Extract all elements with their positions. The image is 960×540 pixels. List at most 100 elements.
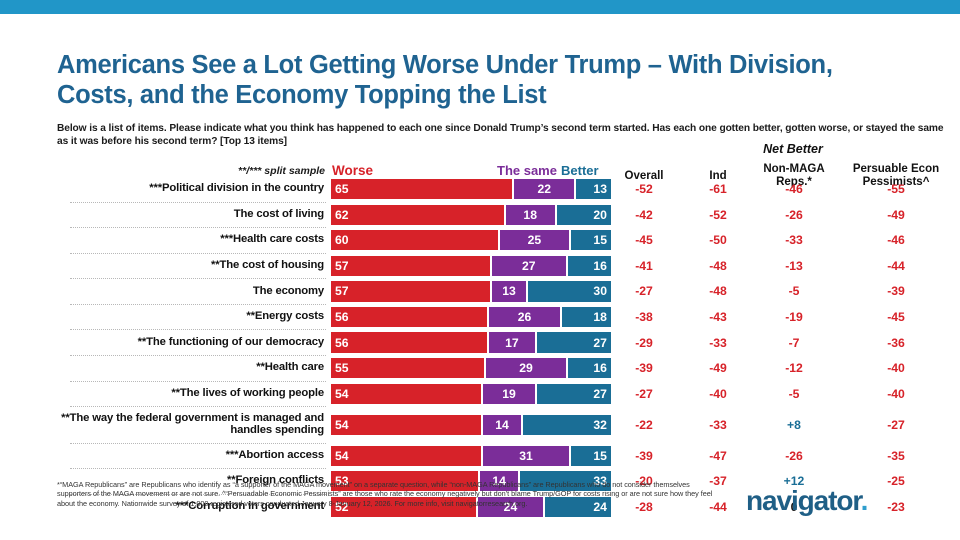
row-separator-dots xyxy=(70,227,326,229)
bar-segment-worse: 65 xyxy=(330,178,514,201)
legend-better: Better xyxy=(561,163,599,178)
bar-segment-better: 32 xyxy=(521,413,612,436)
stacked-bar: 57 27 16 xyxy=(330,254,612,277)
footnote: *“MAGA Republicans” are Republicans who … xyxy=(57,480,713,508)
bar-segment-same: 19 xyxy=(482,382,536,405)
net-better-value: -40 xyxy=(887,361,905,376)
table-row: The economy 57 13 30 -27 -48 -5 -39 xyxy=(0,278,960,303)
bar-segment-worse: 54 xyxy=(330,444,483,467)
row-separator-dots xyxy=(70,468,326,470)
bar-segment-better: 16 xyxy=(566,357,612,380)
column-header-ind: Ind xyxy=(690,170,746,183)
net-better-value: -23 xyxy=(887,499,905,514)
table-row: ***Health care costs 60 25 15 -45 -50 -33 -46 xyxy=(0,227,960,252)
net-better-value: -28 xyxy=(635,499,653,514)
net-better-value: -36 xyxy=(887,335,905,350)
net-better-value: -52 xyxy=(709,207,727,222)
bar-segment-better: 24 xyxy=(544,495,612,518)
net-better-value: -46 xyxy=(785,182,803,197)
net-better-value: +8 xyxy=(787,417,801,432)
row-label: **Energy costs xyxy=(246,310,324,323)
legend-worse: Worse xyxy=(332,163,374,178)
row-label: ***Political division in the country xyxy=(149,182,324,195)
net-better-value: -48 xyxy=(709,258,727,273)
row-label: **Health care xyxy=(256,361,324,374)
bar-segment-better: 20 xyxy=(555,203,612,226)
row-label: The economy xyxy=(252,284,324,297)
net-better-value: -41 xyxy=(635,258,653,273)
stacked-bar: 55 29 16 xyxy=(330,357,612,380)
net-better-value: -46 xyxy=(887,233,905,248)
net-better-value: -42 xyxy=(635,207,653,222)
stacked-bar: 56 26 18 xyxy=(330,305,612,329)
net-better-value: -40 xyxy=(887,386,905,401)
bar-segment-better: 27 xyxy=(535,382,612,405)
navigator-logo-dot: . xyxy=(860,485,869,516)
column-header-non-maga-reps-line-2: Reps.* xyxy=(776,175,812,188)
column-header-non-maga-reps-line-1: Non-MAGA xyxy=(763,163,825,175)
row-separator-dots xyxy=(70,278,326,280)
chart-rows: ***Political division in the country 65 22… xyxy=(0,178,960,521)
net-better-value: -35 xyxy=(887,448,905,463)
bar-segment-better: 30 xyxy=(527,280,612,303)
table-row: **Health care 55 29 16 -39 -49 -12 -40 xyxy=(0,355,960,380)
stacked-bar: 54 31 15 xyxy=(330,444,612,467)
bar-segment-worse: 60 xyxy=(330,229,500,252)
net-better-value: -7 xyxy=(788,335,800,350)
net-better-value: -49 xyxy=(887,207,905,222)
page-title-line-2: Costs, and the Economy Topping the List xyxy=(57,81,547,109)
row-label: The cost of living xyxy=(233,207,324,220)
bar-segment-worse: 54 xyxy=(330,413,483,436)
net-better-value: -27 xyxy=(887,417,905,432)
bar-segment-worse: 54 xyxy=(330,382,483,405)
bar-segment-worse: 57 xyxy=(330,254,491,277)
net-better-value: -33 xyxy=(785,233,803,248)
bar-segment-same: 31 xyxy=(482,444,570,467)
table-row: **The lives of working people 54 19 27 -27 -4… xyxy=(0,380,960,405)
net-better-value: -52 xyxy=(635,182,653,197)
net-better-value: -5 xyxy=(788,284,800,299)
net-better-value: -12 xyxy=(785,361,803,376)
net-better-value: -39 xyxy=(635,361,653,376)
net-better-value: -19 xyxy=(785,309,803,324)
net-better-value: -13 xyxy=(785,258,803,273)
column-header-overall: Overall xyxy=(608,170,680,183)
table-row: ***Political division in the country 65 22… xyxy=(0,178,960,201)
row-label: ***Corruption in government xyxy=(175,500,325,513)
stacked-bar: 65 22 13 xyxy=(330,178,612,201)
bar-segment-better: 27 xyxy=(535,331,612,354)
net-better-value: -26 xyxy=(785,207,803,222)
row-separator-dots xyxy=(70,406,326,408)
net-better-value: -37 xyxy=(709,474,727,489)
row-separator-dots xyxy=(70,329,326,331)
stacked-bar: 62 18 20 xyxy=(330,203,612,226)
net-better-value: -20 xyxy=(635,474,653,489)
column-header-overall-label: Overall xyxy=(624,170,664,182)
net-better-value: -33 xyxy=(709,335,727,350)
row-label: **The way the federal government is mana… xyxy=(61,412,324,436)
stacked-bar: 60 25 15 xyxy=(330,229,612,252)
column-header-persuable-econ-pessimists: Persuable Econ Pessimists^ xyxy=(842,163,950,188)
bar-segment-worse: 52 xyxy=(330,495,477,518)
net-better-value: -27 xyxy=(635,284,653,299)
net-better-value: -44 xyxy=(887,258,905,273)
table-row: **Energy costs 56 26 18 -38 -43 -19 -45 xyxy=(0,303,960,329)
net-better-value: -48 xyxy=(709,284,727,299)
table-row: **The way the federal government is mana… xyxy=(0,406,960,441)
column-header-non-maga-reps: Non-MAGA Reps.* xyxy=(748,163,840,188)
net-better-value: -44 xyxy=(709,499,727,514)
bar-segment-same: 24 xyxy=(476,495,545,518)
bar-segment-worse: 57 xyxy=(330,280,491,303)
page-title: Americans See a Lot Getting Worse Under … xyxy=(57,50,937,110)
net-better-value: -61 xyxy=(709,182,727,197)
bar-segment-same: 13 xyxy=(490,280,528,303)
bar-segment-worse: 53 xyxy=(330,470,480,493)
table-row: ***Abortion access 54 31 15 -39 -47 -26 -35 xyxy=(0,442,960,467)
column-header-ind-label: Ind xyxy=(709,170,727,182)
column-header-persuable-econ-pessimists-line-2: Pessimists^ xyxy=(862,175,930,188)
page-title-line-1: Americans See a Lot Getting Worse Under … xyxy=(57,51,833,79)
row-label: ***Health care costs xyxy=(220,233,324,246)
net-better-value: -45 xyxy=(635,233,653,248)
row-separator-dots xyxy=(70,380,326,383)
